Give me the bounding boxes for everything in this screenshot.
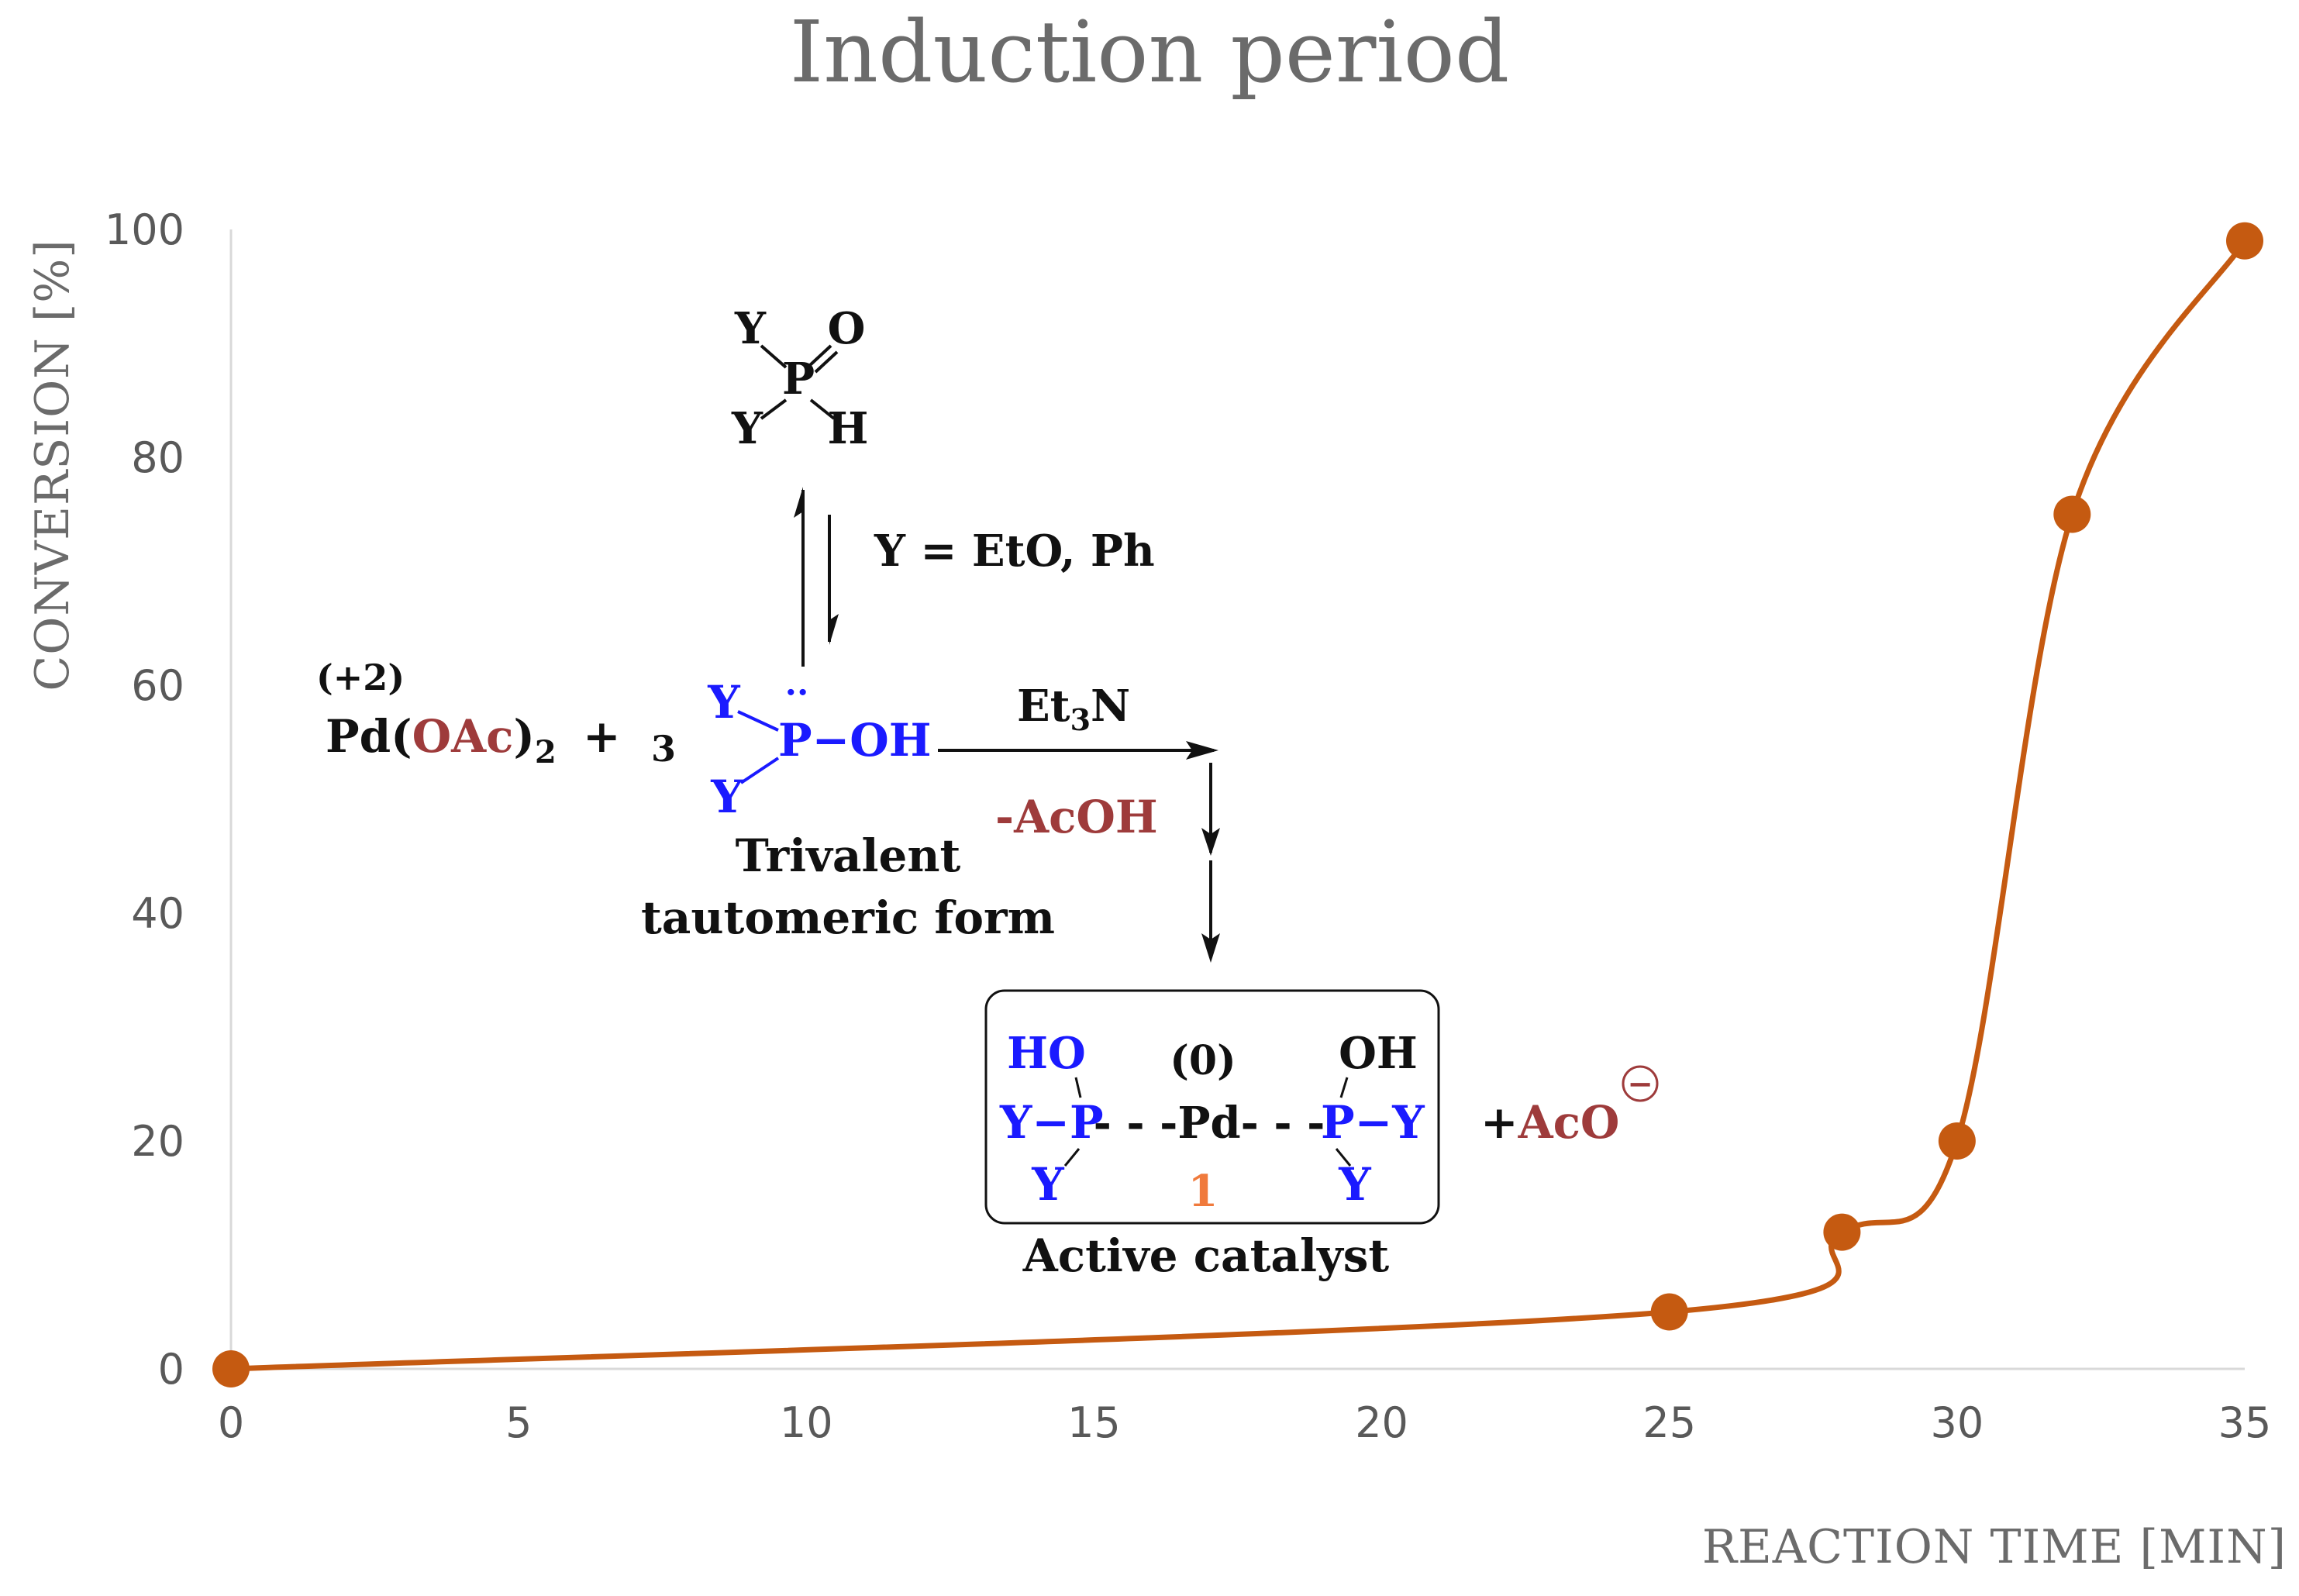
catalyst-box <box>984 989 1440 1225</box>
bond-p-y2 <box>760 398 788 420</box>
pd-acetate: Pd(OAc)2 <box>326 710 557 770</box>
lone-pair: ·· <box>785 673 809 712</box>
catalyst-oh: OH <box>1339 1028 1418 1079</box>
bond-ytop-p <box>737 710 779 732</box>
catalyst-pd: - - -Pd- - - <box>1094 1098 1325 1149</box>
bond-p-o-2 <box>814 350 839 374</box>
negative-charge-circle <box>1622 1065 1659 1102</box>
acetate-ion: +AcO <box>1480 1096 1619 1149</box>
data-point <box>2053 495 2091 533</box>
data-point <box>1823 1213 1861 1251</box>
reaction-arrow-head <box>1186 741 1218 760</box>
y-tick-label: 100 <box>105 205 184 254</box>
data-point <box>212 1350 250 1387</box>
catalyst-structure: HO Y−P Y (0) - - -Pd- - - 1 OH P−Y Y <box>999 1028 1425 1217</box>
trivalent-p-oh: P−OH <box>778 714 932 767</box>
pd-oxidation-state: (+2) <box>316 657 405 698</box>
stoich-coefficient: 3 <box>651 728 676 770</box>
bond-p-o-1 <box>808 344 832 367</box>
trivalent-structure: Y ·· P−OH Y <box>707 673 931 823</box>
x-tick-label: 35 <box>2218 1398 2272 1447</box>
reagent-et3n: Et3N <box>1017 681 1130 737</box>
plus-sign: + <box>583 710 621 763</box>
trivalent-y-bottom: Y <box>710 770 743 823</box>
catalyst-right-p: P−Y <box>1321 1096 1425 1149</box>
y-tick-label: 40 <box>131 889 184 938</box>
trivalent-y-top: Y <box>707 676 740 729</box>
chart-title: Induction period <box>790 2 1510 102</box>
x-tick-label: 30 <box>1930 1398 1984 1447</box>
x-tick-labels: 0 5 10 15 20 25 30 35 <box>218 1398 2272 1447</box>
bond-p-ybottom <box>739 757 780 784</box>
down-arrow-2-head <box>1201 933 1220 963</box>
y-axis-label: CONVERSION [%] <box>26 239 80 691</box>
x-tick-label: 5 <box>505 1398 532 1447</box>
bond-p-y-right <box>1335 1148 1352 1167</box>
bond-p-h <box>809 398 836 420</box>
x-tick-label: 20 <box>1355 1398 1408 1447</box>
bond-oh-p <box>1339 1077 1349 1098</box>
top-p: P <box>782 353 815 405</box>
trivalent-caption-2: tautomeric form <box>641 891 1055 944</box>
reaction-scheme: Y O P Y H Y = EtO, Ph (+2) Pd(OAc)2 + 3 … <box>316 303 1659 1282</box>
series-line <box>230 239 2247 1372</box>
negative-charge: − <box>1627 1066 1653 1102</box>
equilibrium-arrow-down-head <box>829 614 839 645</box>
y-tick-labels: 0 20 40 60 80 100 <box>105 205 184 1394</box>
x-tick-label: 0 <box>218 1398 244 1447</box>
top-h: H <box>828 403 869 454</box>
byproduct-acoh: -AcOH <box>995 791 1158 843</box>
x-tick-label: 25 <box>1642 1398 1696 1447</box>
bond-p-y-left <box>1063 1148 1081 1167</box>
series-points <box>212 222 2263 1387</box>
x-tick-label: 10 <box>780 1398 833 1447</box>
substituent-note: Y = EtO, Ph <box>874 526 1155 577</box>
y-tick-label: 20 <box>131 1117 184 1166</box>
top-o: O <box>828 303 866 354</box>
x-tick-label: 15 <box>1067 1398 1121 1447</box>
catalyst-right-y: Y <box>1338 1158 1371 1211</box>
y-tick-label: 0 <box>158 1345 184 1394</box>
top-y2: Y <box>731 403 763 454</box>
h-phosphonate-structure: Y O P Y H <box>731 303 868 454</box>
y-tick-label: 80 <box>131 433 184 482</box>
data-point <box>2226 222 2263 260</box>
compound-number: 1 <box>1188 1166 1218 1217</box>
catalyst-caption: Active catalyst <box>1022 1229 1390 1282</box>
down-arrow-1-head <box>1201 828 1220 856</box>
catalyst-ho: HO <box>1007 1028 1086 1079</box>
trivalent-caption-1: Trivalent <box>736 829 961 882</box>
equilibrium-arrow-up-head <box>794 487 803 518</box>
data-point <box>1650 1293 1688 1331</box>
catalyst-pd-oxidation: (0) <box>1170 1037 1236 1084</box>
bond-ho-p <box>1074 1077 1082 1098</box>
y-tick-label: 60 <box>131 661 184 710</box>
catalyst-left-y: Y <box>1031 1158 1064 1211</box>
bond-y1-p <box>760 344 788 369</box>
catalyst-left-p: Y−P <box>999 1096 1104 1149</box>
x-axis-label: REACTION TIME [MIN] <box>1702 1520 2287 1574</box>
data-point <box>1938 1122 1976 1160</box>
